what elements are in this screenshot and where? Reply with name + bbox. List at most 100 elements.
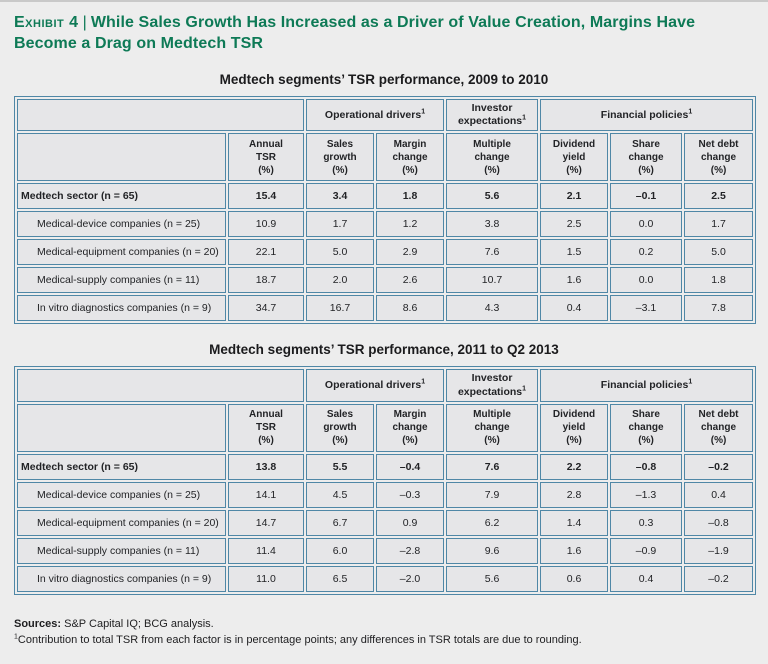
group-header-operational-drivers: Operational drivers1	[306, 369, 445, 402]
value-cell: 1.2	[376, 211, 445, 238]
value-cell: 14.7	[228, 509, 304, 536]
value-cell: 0.0	[610, 211, 683, 238]
sources-label: Sources:	[14, 617, 62, 630]
value-cell: 0.4	[610, 565, 683, 592]
value-cell: –0.8	[610, 453, 683, 480]
value-cell: –1.9	[684, 537, 754, 564]
value-cell: 2.9	[376, 239, 445, 266]
value-cell: 11.4	[228, 537, 304, 564]
value-cell: 3.4	[306, 183, 374, 210]
value-cell: 2.6	[376, 267, 445, 294]
table-section: Medtech segments’ TSR performance, 2009 …	[14, 72, 757, 325]
value-cell: 7.8	[684, 295, 754, 322]
value-cell: 15.4	[228, 183, 304, 210]
value-cell: 4.3	[446, 295, 539, 322]
exhibit-page: Exhibit 4 | While Sales Growth Has Increas…	[0, 2, 768, 649]
value-cell: –0.9	[610, 537, 683, 564]
column-header-net-debt: Net debt change (%)	[684, 403, 754, 452]
group-header-operational-drivers: Operational drivers1	[306, 99, 445, 132]
group-header-empty	[17, 99, 304, 132]
value-cell: –1.3	[610, 481, 683, 508]
value-cell: 8.6	[376, 295, 445, 322]
row-label: Medical-device companies (n = 25)	[17, 211, 226, 238]
table-row-in-vitro-diagnostics-companies-n-9: In vitro diagnostics companies (n = 9) 11…	[17, 565, 754, 592]
row-label: In vitro diagnostics companies (n = 9)	[17, 565, 226, 592]
value-cell: 2.5	[540, 211, 609, 238]
table-row-in-vitro-diagnostics-companies-n-9: In vitro diagnostics companies (n = 9) 34…	[17, 295, 754, 322]
exhibit-footer: Sources: S&P Capital IQ; BCG analysis. 1…	[14, 617, 754, 649]
value-cell: 1.4	[540, 509, 609, 536]
row-label: Medical-device companies (n = 25)	[17, 481, 226, 508]
footnote-line: 1Contribution to total TSR from each fac…	[14, 633, 754, 649]
value-cell: –2.0	[376, 565, 445, 592]
value-cell: 1.7	[306, 211, 374, 238]
value-cell: 0.0	[610, 267, 683, 294]
table-row-medical-device-companies-n-25: Medical-device companies (n = 25) 10.9 1.7…	[17, 211, 754, 238]
exhibit-number-label: Exhibit 4	[14, 14, 79, 31]
value-cell: 6.7	[306, 509, 374, 536]
value-cell: 22.1	[228, 239, 304, 266]
table-row-medical-supply-companies-n-11: Medical-supply companies (n = 11) 11.4 6.0…	[17, 537, 754, 564]
value-cell: 2.5	[684, 183, 754, 210]
group-header-row: Operational drivers1 Investor expectation…	[17, 99, 754, 132]
column-header-multiple: Multiple change (%)	[446, 403, 539, 452]
group-header-row: Operational drivers1 Investor expectation…	[17, 369, 754, 402]
value-cell: 34.7	[228, 295, 304, 322]
value-cell: –0.2	[684, 453, 754, 480]
table-title-2: Medtech segments’ TSR performance, 2011 …	[209, 342, 559, 358]
value-cell: 6.5	[306, 565, 374, 592]
value-cell: 1.5	[540, 239, 609, 266]
sources-text: S&P Capital IQ; BCG analysis.	[61, 617, 214, 630]
value-cell: 10.7	[446, 267, 539, 294]
value-cell: 4.5	[306, 481, 374, 508]
tables-container: Medtech segments’ TSR performance, 2009 …	[14, 72, 757, 595]
value-cell: 18.7	[228, 267, 304, 294]
column-header-margin: Margin change (%)	[376, 403, 445, 452]
table-row-medical-supply-companies-n-11: Medical-supply companies (n = 11) 18.7 2.0…	[17, 267, 754, 294]
row-label: In vitro diagnostics companies (n = 9)	[17, 295, 226, 322]
value-cell: 0.4	[684, 481, 754, 508]
table-title-1: Medtech segments’ TSR performance, 2009 …	[219, 72, 549, 88]
column-header-annual: Annual TSR (%)	[228, 133, 304, 182]
value-cell: 7.9	[446, 481, 539, 508]
value-cell: 1.6	[540, 537, 609, 564]
column-header-empty	[17, 133, 226, 182]
value-cell: –2.8	[376, 537, 445, 564]
value-cell: –0.2	[684, 565, 754, 592]
value-cell: 3.8	[446, 211, 539, 238]
value-cell: 9.6	[446, 537, 539, 564]
column-header-dividend: Dividend yield (%)	[540, 403, 609, 452]
column-header-row: Annual TSR (%) Sales growth (%) Margin cha…	[17, 133, 754, 182]
value-cell: –0.8	[684, 509, 754, 536]
value-cell: 2.1	[540, 183, 609, 210]
row-label: Medical-equipment companies (n = 20)	[17, 239, 226, 266]
value-cell: –0.4	[376, 453, 445, 480]
title-divider: |	[82, 14, 87, 31]
column-header-dividend: Dividend yield (%)	[540, 133, 609, 182]
value-cell: 11.0	[228, 565, 304, 592]
group-header-investor-expectations: Investor expectations1	[446, 99, 539, 132]
column-header-sales: Sales growth (%)	[306, 133, 374, 182]
value-cell: 10.9	[228, 211, 304, 238]
row-label: Medical-equipment companies (n = 20)	[17, 509, 226, 536]
value-cell: 0.9	[376, 509, 445, 536]
value-cell: –0.1	[610, 183, 683, 210]
value-cell: 1.6	[540, 267, 609, 294]
table-row-medical-equipment-companies-n-20: Medical-equipment companies (n = 20) 14.7…	[17, 509, 754, 536]
column-header-row: Annual TSR (%) Sales growth (%) Margin cha…	[17, 403, 754, 452]
value-cell: 1.8	[684, 267, 754, 294]
value-cell: –0.3	[376, 481, 445, 508]
value-cell: 6.2	[446, 509, 539, 536]
value-cell: 5.5	[306, 453, 374, 480]
footnote-text: Contribution to total TSR from each fact…	[17, 633, 582, 646]
value-cell: 7.6	[446, 239, 539, 266]
row-label: Medtech sector (n = 65)	[17, 453, 226, 480]
row-label: Medtech sector (n = 65)	[17, 183, 226, 210]
value-cell: 0.6	[540, 565, 609, 592]
table-row-medtech-sector-n-65: Medtech sector (n = 65) 13.8 5.5 –0.4 7.6 2.2…	[17, 453, 754, 480]
tsr-table: Operational drivers1 Investor expectation…	[14, 96, 757, 325]
value-cell: 16.7	[306, 295, 374, 322]
exhibit-heading: Exhibit 4 | While Sales Growth Has Increas…	[14, 12, 754, 54]
value-cell: 5.6	[446, 183, 539, 210]
value-cell: 13.8	[228, 453, 304, 480]
